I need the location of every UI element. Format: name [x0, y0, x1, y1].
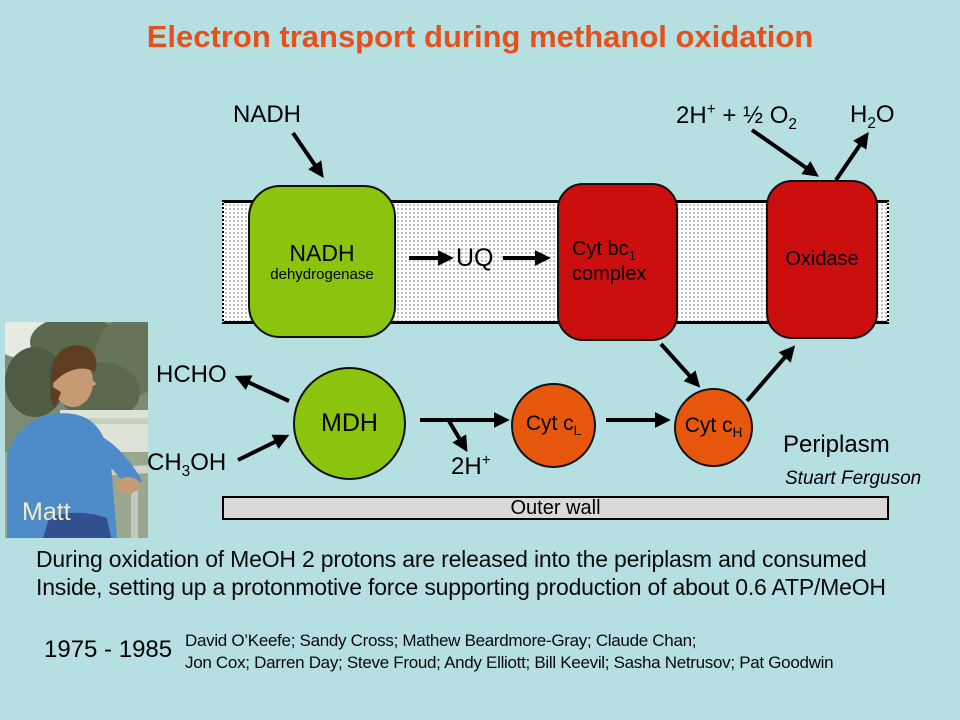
photo-matt [5, 322, 148, 538]
cyt-ch-label: Cyt cH [684, 414, 743, 441]
mdh-label: MDH [321, 409, 378, 438]
cyt-bc1-line2: complex [572, 263, 647, 286]
arrow-bc1-to-cytch [659, 342, 701, 388]
arrow-water-out [834, 132, 869, 182]
nadh-dehydrogenase-line1: NADH [289, 239, 355, 266]
outer-wall-bar: Outer wall [222, 496, 889, 520]
credits-line1: David O’Keefe; Sandy Cross; Mathew Beard… [185, 631, 697, 650]
credits-block: David O’Keefe; Sandy Cross; Mathew Beard… [185, 630, 885, 674]
methanol-label: CH3OH [147, 449, 227, 480]
arrow-oxygen-in [750, 128, 819, 177]
attribution-label: Stuart Ferguson [785, 468, 922, 489]
summary-line2: Inside, setting up a protonmotive force … [36, 574, 886, 600]
arrow-mdh-to-hcho [234, 375, 290, 403]
mdh-circle: MDH [293, 367, 406, 480]
hcho-label: HCHO [156, 361, 227, 388]
uq-label: UQ [456, 244, 494, 272]
summary-text: During oxidation of MeOH 2 protons are r… [36, 545, 946, 601]
arrow-nadh-in [291, 131, 324, 178]
photo-caption: Matt [22, 498, 71, 526]
oxidase-box: Oxidase [766, 180, 878, 339]
water-label: H2O [850, 101, 895, 132]
nadh-substrate-label: NADH [233, 101, 302, 128]
oxygen-label: 2H+ + ½ O2 [676, 101, 797, 133]
cyt-cl-label: Cyt cL [525, 412, 582, 439]
protons-label: 2H+ [451, 452, 491, 480]
years-label: 1975 - 1985 [44, 636, 173, 663]
cyt-bc1-complex-box: Cyt bc1 complex [557, 183, 678, 341]
outer-wall-label: Outer wall [510, 496, 601, 519]
oxidase-label: Oxidase [785, 248, 859, 270]
periplasm-label: Periplasm [783, 431, 890, 458]
photo-illustration [5, 322, 148, 538]
summary-line1: During oxidation of MeOH 2 protons are r… [36, 546, 867, 572]
nadh-dehydrogenase-box: NADH dehydrogenase [248, 185, 396, 338]
nadh-dehydrogenase-line2: dehydrogenase [270, 266, 374, 284]
cyt-ch-circle: Cyt cH [674, 388, 753, 467]
slide-title: Electron transport during methanol oxida… [146, 19, 814, 54]
arrow-proton-release [447, 419, 468, 453]
arrow-cytch-to-oxidase [745, 345, 796, 403]
credits-line2: Jon Cox; Darren Day; Steve Froud; Andy E… [185, 653, 834, 672]
cyt-bc1-line1: Cyt bc1 [572, 237, 636, 263]
arrow-methanol-to-mdh [237, 434, 290, 462]
cyt-cl-circle: Cyt cL [511, 383, 596, 468]
